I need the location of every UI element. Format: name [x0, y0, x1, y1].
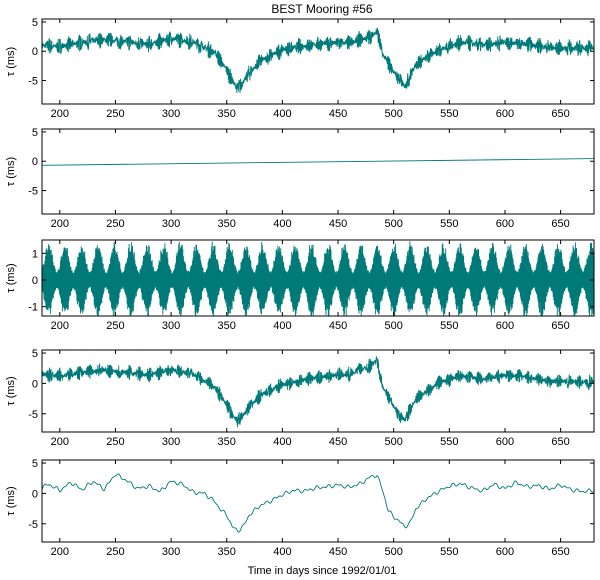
- y-tick-label: 5: [32, 17, 38, 29]
- x-tick-label: 500: [384, 546, 402, 558]
- x-tick-label: 600: [496, 218, 514, 230]
- chart-panel-2: 200 250 300 350 400 450 500 550 600 650 -5 0 5 τ (ms): [5, 127, 595, 230]
- x-tick-label: 650: [551, 436, 569, 448]
- y-tick-label: -5: [28, 409, 38, 421]
- x-tick-label: 250: [106, 320, 124, 332]
- y-axis-label: τ (ms): [5, 47, 17, 76]
- x-tick-label: 400: [273, 320, 291, 332]
- x-tick-label: 450: [329, 218, 347, 230]
- y-tick-label: 0: [32, 378, 38, 390]
- x-tick-label: 300: [162, 436, 180, 448]
- plot-frame: [41, 128, 595, 215]
- x-tick-label: 350: [218, 436, 236, 448]
- x-tick-label: 450: [329, 320, 347, 332]
- plot-frame: [41, 349, 595, 433]
- y-axis-label: τ (ms): [5, 263, 17, 292]
- x-tick-label: 250: [106, 436, 124, 448]
- y-tick-label: -5: [28, 519, 38, 531]
- x-axis-label: Time in days since 1992/01/01: [248, 565, 397, 577]
- x-tick-label: 450: [329, 546, 347, 558]
- x-tick-label: 650: [551, 108, 569, 120]
- x-tick-label: 250: [106, 546, 124, 558]
- x-tick-label: 200: [51, 320, 69, 332]
- x-tick-label: 350: [218, 546, 236, 558]
- plot-frame: [41, 459, 595, 543]
- x-tick-label: 550: [440, 546, 458, 558]
- x-tick-label: 450: [329, 436, 347, 448]
- plot-frame: [41, 18, 595, 105]
- x-tick-label: 200: [51, 218, 69, 230]
- chart-panel-5: 200 250 300 350 400 450 500 550 600 650 -5 0 5 τ (ms): [5, 458, 595, 558]
- x-tick-label: 500: [384, 108, 402, 120]
- x-tick-label: 500: [384, 436, 402, 448]
- x-tick-label: 450: [329, 108, 347, 120]
- x-tick-label: 250: [106, 108, 124, 120]
- x-tick-label: 300: [162, 218, 180, 230]
- chart-panel-4: 200 250 300 350 400 450 500 550 600 650 -5 0 5 τ (ms): [5, 348, 595, 448]
- y-tick-label: 0: [32, 46, 38, 58]
- x-tick-label: 600: [496, 320, 514, 332]
- x-tick-label: 350: [218, 108, 236, 120]
- x-tick-label: 550: [440, 436, 458, 448]
- x-tick-label: 300: [162, 546, 180, 558]
- chart-panel-1: 200 250 300 350 400 450 500 550 600 650 -5 0 5 τ (ms): [5, 17, 595, 120]
- series-line: [42, 158, 594, 166]
- x-tick-label: 650: [551, 218, 569, 230]
- x-tick-label: 400: [273, 436, 291, 448]
- x-tick-label: 350: [218, 218, 236, 230]
- y-tick-label: 5: [32, 127, 38, 139]
- x-tick-label: 200: [51, 108, 69, 120]
- x-tick-label: 600: [496, 546, 514, 558]
- x-tick-label: 650: [551, 546, 569, 558]
- series-line: [42, 27, 594, 94]
- x-tick-label: 650: [551, 320, 569, 332]
- x-tick-label: 350: [218, 320, 236, 332]
- x-tick-label: 250: [106, 218, 124, 230]
- x-tick-label: 550: [440, 320, 458, 332]
- y-tick-label: -5: [28, 76, 38, 88]
- figure-title: BEST Mooring #56: [271, 2, 372, 16]
- x-tick-label: 200: [51, 436, 69, 448]
- series-line: [42, 241, 594, 316]
- x-tick-label: 600: [496, 436, 514, 448]
- x-tick-label: 300: [162, 108, 180, 120]
- x-tick-label: 200: [51, 546, 69, 558]
- y-tick-label: -1: [28, 302, 38, 314]
- chart-panel-3: 200 250 300 350 400 450 500 550 600 650 -1 0 1 τ (ms): [5, 239, 595, 332]
- x-tick-label: 500: [384, 320, 402, 332]
- x-tick-label: 600: [496, 108, 514, 120]
- x-tick-label: 550: [440, 108, 458, 120]
- y-axis-label: τ (ms): [5, 486, 17, 515]
- series-line: [42, 473, 594, 533]
- x-tick-label: 500: [384, 218, 402, 230]
- y-tick-label: 0: [32, 488, 38, 500]
- x-tick-label: 400: [273, 546, 291, 558]
- x-tick-label: 550: [440, 218, 458, 230]
- y-tick-label: -5: [28, 186, 38, 198]
- y-tick-label: 5: [32, 458, 38, 470]
- x-tick-label: 400: [273, 108, 291, 120]
- y-axis-label: τ (ms): [5, 157, 17, 186]
- y-tick-label: 5: [32, 348, 38, 360]
- y-axis-label: τ (ms): [5, 376, 17, 405]
- y-tick-label: 0: [32, 156, 38, 168]
- y-tick-label: 0: [32, 275, 38, 287]
- plot-frame: [41, 239, 595, 317]
- x-tick-label: 300: [162, 320, 180, 332]
- y-tick-label: 1: [32, 248, 38, 260]
- x-tick-label: 400: [273, 218, 291, 230]
- series-line: [42, 356, 594, 428]
